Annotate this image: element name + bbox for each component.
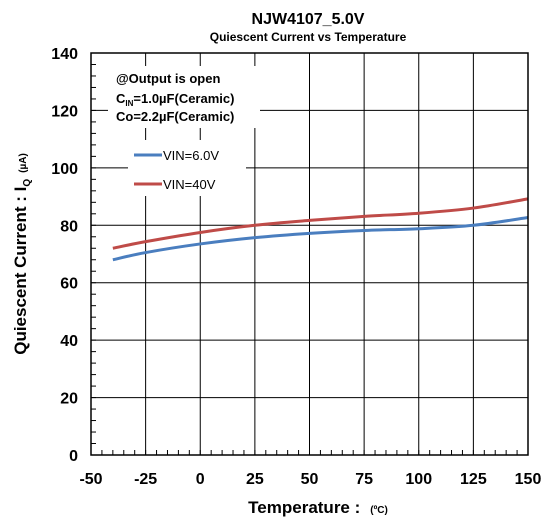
annotation-line-2: CIN=1.0µF(Ceramic) <box>116 91 234 108</box>
x-axis-unit: (ºC) <box>370 505 388 516</box>
data-series <box>112 197 529 262</box>
legend: VIN=6.0V VIN=40V <box>128 140 246 196</box>
x-tick-label: -50 <box>79 471 102 488</box>
x-tick-label: 25 <box>246 471 264 488</box>
plot-frame <box>90 52 529 456</box>
annotation-line-2-subscript: IN <box>125 99 133 108</box>
y-axis-label: Quiescent Current : I <box>11 187 30 355</box>
annotation-line-2-value: =1.0µF(Ceramic) <box>133 91 234 106</box>
y-axis-unit: (µA) <box>18 153 29 173</box>
y-tick-label: 100 <box>51 161 78 178</box>
annotation-background <box>108 66 260 128</box>
annotation-line-3: Co=2.2µF(Ceramic) <box>116 109 234 124</box>
x-tick-label: 0 <box>196 471 205 488</box>
y-tick-labels: 0 20 40 60 80 100 120 140 <box>51 46 78 465</box>
x-tick-label: 50 <box>301 471 319 488</box>
annotation-line-2-prefix: C <box>116 91 126 106</box>
y-tick-label: 40 <box>60 333 78 350</box>
annotation-line-1: @Output is open <box>116 71 220 86</box>
y-axis-subscript: Q <box>22 179 33 187</box>
legend-label-vin-40v: VIN=40V <box>163 177 216 192</box>
y-tick-label: 120 <box>51 103 78 120</box>
series-line-1 <box>112 197 529 250</box>
y-tick-label: 140 <box>51 46 78 63</box>
chart-title: NJW4107_5.0V <box>252 11 365 28</box>
legend-label-vin-6v: VIN=6.0V <box>163 148 219 163</box>
x-tick-labels: -50 -25 0 25 50 75 100 125 150 <box>79 471 541 488</box>
x-tick-label: 75 <box>355 471 373 488</box>
x-tick-label: 150 <box>515 471 542 488</box>
y-tick-label: 80 <box>60 218 78 235</box>
series-line-0 <box>112 216 529 262</box>
axis-ticks <box>90 52 529 456</box>
x-tick-label: -25 <box>134 471 157 488</box>
x-axis-label: Temperature : <box>248 498 360 517</box>
y-tick-label: 20 <box>60 391 78 408</box>
y-tick-label: 60 <box>60 276 78 293</box>
x-tick-label: 100 <box>405 471 432 488</box>
annotation-box: @Output is open CIN=1.0µF(Ceramic) Co=2.… <box>108 66 260 128</box>
legend-background <box>128 140 246 196</box>
chart-subtitle: Quiescent Current vs Temperature <box>210 30 407 44</box>
x-axis-title: Temperature : (ºC) <box>248 498 388 517</box>
y-tick-label: 0 <box>69 448 78 465</box>
y-axis-title: Quiescent Current : IQ (µA) <box>11 153 33 355</box>
x-tick-label: 125 <box>460 471 487 488</box>
